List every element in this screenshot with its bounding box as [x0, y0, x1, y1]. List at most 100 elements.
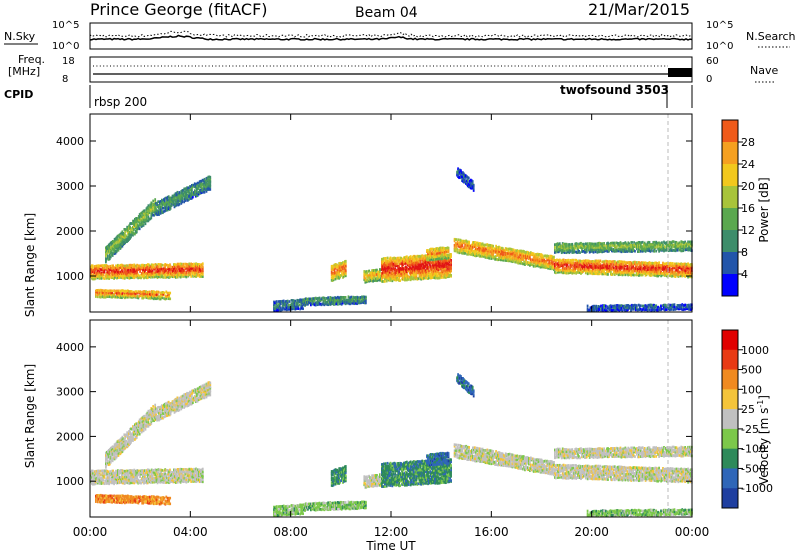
power-cell: [367, 274, 370, 278]
power-cell: [415, 267, 418, 270]
power-cell: [120, 239, 123, 243]
power-cell: [430, 257, 432, 261]
power-cell: [434, 269, 437, 273]
power-cell: [506, 248, 509, 251]
power-cell: [479, 246, 482, 250]
power-cell: [411, 257, 414, 261]
power-cell: [404, 278, 406, 282]
power-cell: [399, 258, 401, 262]
power-cell: [351, 300, 354, 303]
power-cell: [538, 257, 541, 261]
power-cell: [384, 275, 387, 279]
power-cell: [569, 261, 572, 265]
power-cell: [337, 303, 339, 306]
power-cell: [484, 256, 487, 259]
power-cell: [174, 204, 177, 208]
power-cell: [488, 254, 491, 258]
power-cell: [399, 268, 401, 272]
power-cell: [116, 237, 119, 241]
power-cell: [105, 254, 107, 258]
power-cell: [295, 301, 298, 305]
power-cell: [538, 263, 541, 267]
power-cell: [90, 265, 92, 269]
power-cell: [577, 267, 579, 271]
power-cell: [175, 271, 178, 274]
power-cell: [479, 250, 482, 253]
power-cell: [166, 200, 169, 204]
power-cell: [102, 276, 105, 280]
power-cell: [562, 262, 565, 266]
power-cell: [428, 250, 430, 254]
power-cell: [110, 275, 113, 278]
power-cell: [381, 257, 383, 261]
power-cell: [561, 258, 564, 262]
power-cell: [384, 269, 387, 273]
power-cell: [346, 301, 349, 305]
power-cell: [123, 228, 126, 231]
power-cell: [207, 188, 210, 191]
power-cell: [519, 251, 522, 255]
power-cell: [359, 296, 361, 299]
power-cell: [129, 270, 132, 274]
power-cell: [200, 263, 202, 267]
power-cell: [319, 299, 322, 302]
power-cell: [435, 271, 438, 275]
power-cell: [473, 242, 475, 246]
power-cell: [108, 242, 111, 246]
power-cell: [284, 300, 287, 303]
power-cell: [339, 274, 342, 277]
power-cell: [129, 273, 132, 277]
power-cell: [333, 299, 335, 302]
power-cell: [96, 269, 99, 273]
power-cell: [523, 254, 525, 258]
power-cell: [435, 260, 438, 263]
power-cell: [196, 267, 198, 271]
power-cell: [150, 297, 152, 300]
power-cell: [386, 259, 389, 263]
power-cell: [135, 217, 137, 220]
power-cell: [578, 268, 580, 272]
power-cell: [139, 267, 141, 271]
power-cell: [583, 265, 585, 268]
power-cell: [165, 206, 168, 210]
power-cell: [322, 302, 325, 306]
power-cell: [163, 264, 166, 267]
power-cell: [204, 185, 207, 189]
power-cell: [153, 213, 156, 217]
power-cell: [152, 267, 155, 270]
power-cell: [306, 297, 308, 301]
power-cell: [148, 275, 151, 278]
power-cell: [108, 253, 111, 257]
power-cell: [167, 202, 170, 206]
power-cell: [197, 181, 200, 185]
power-cell: [588, 268, 591, 271]
power-cell: [558, 269, 561, 272]
power-cell: [537, 259, 540, 262]
power-cell: [572, 267, 575, 271]
power-cell: [526, 256, 528, 260]
power-cell: [376, 268, 378, 272]
power-cell: [585, 259, 588, 263]
power-cell: [576, 261, 578, 264]
power-cell: [510, 252, 513, 256]
power-cell: [96, 289, 98, 292]
power-cell: [572, 269, 575, 273]
power-cell: [336, 275, 339, 279]
power-cell: [116, 243, 119, 247]
power-cell: [577, 271, 579, 274]
power-cell: [132, 219, 134, 223]
power-cell: [343, 264, 345, 268]
power-cell: [169, 297, 172, 301]
power-cell: [147, 263, 150, 267]
power-cell: [141, 223, 144, 226]
power-cell: [364, 301, 366, 305]
power-cell: [196, 183, 199, 187]
power-cell: [459, 246, 462, 250]
power-cell: [385, 265, 388, 269]
power-cell: [364, 281, 367, 284]
power-cell: [140, 266, 142, 269]
power-cell: [336, 263, 339, 267]
power-cell: [412, 274, 415, 277]
power-cell: [170, 273, 172, 277]
power-cell: [462, 250, 465, 253]
